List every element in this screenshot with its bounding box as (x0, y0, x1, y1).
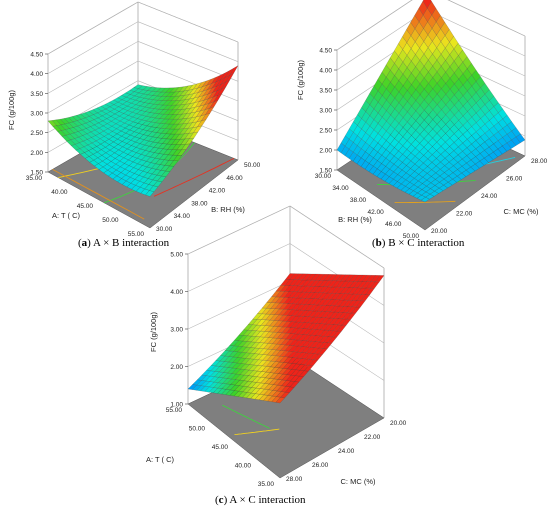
surface-plot-b: 1.50 2.00 2.50 3.00 3.50 4.00 4.50 FC (g/100g) 3… (296, 0, 548, 240)
surface-plot-a: 1.50 2.00 2.50 3.00 3.50 4.00 4.50 FC (g/100g) 3… (7, 1, 261, 238)
axis2-tick-label: 26.00 (506, 176, 523, 183)
axis2-tick-label: 22.00 (456, 211, 473, 218)
z-tick-label: 2.50 (30, 130, 43, 137)
axis2-tick-label: 28.00 (286, 476, 303, 483)
axis1-tick-label: 50.00 (102, 217, 119, 224)
z-tick-label: 3.00 (30, 111, 43, 118)
z-tick-label: 2.00 (319, 148, 332, 155)
z-tick-label: 5.00 (170, 252, 183, 259)
axis2-tick-label: 46.00 (226, 175, 243, 182)
z-tick-label: 1.50 (319, 168, 332, 175)
axis2-tick-label: 20.00 (431, 228, 448, 235)
axis1-label: A: T ( C) (52, 211, 81, 220)
axis2-label: C: MC (%) (504, 207, 539, 216)
z-tick-label: 4.00 (319, 68, 332, 75)
axis1-tick-label: 35.00 (26, 175, 43, 182)
axis1-tick-label: 55.00 (166, 407, 183, 414)
surface-mesh (47, 65, 239, 197)
panel-a: 1.50 2.00 2.50 3.00 3.50 4.00 4.50 FC (g/100g) 3… (0, 0, 275, 238)
axis1-tick-label: 35.00 (258, 481, 275, 488)
axis2-tick-label: 30.00 (156, 226, 173, 233)
axis1-tick-label: 42.00 (368, 209, 385, 216)
axis1-tick-label: 30.00 (315, 173, 332, 180)
z-tick-label: 2.00 (30, 150, 43, 157)
surface-mesh (187, 273, 385, 404)
caption-c: (c) A × C interaction (215, 494, 306, 506)
z-axis-label: FC (g/100g) (149, 311, 158, 352)
caption-b-letter: b (375, 237, 382, 249)
panel-c: 1.00 2.00 3.00 4.00 5.00 FC (g/100g) 55.00 50.0… (130, 205, 420, 492)
axis1-tick-label: 50.00 (403, 233, 420, 240)
caption-c-text: A × C interaction (227, 494, 306, 506)
caption-a: (a) A × B interaction (78, 237, 170, 249)
z-axis-label: FC (g/100g) (7, 89, 16, 130)
axis2-tick-label: 28.00 (531, 158, 548, 165)
axis1-tick-label: 46.00 (385, 221, 402, 228)
axis1-tick-label: 45.00 (77, 203, 94, 210)
axis1-tick-label: 50.00 (189, 426, 206, 433)
axis2-tick-label: 38.00 (191, 200, 208, 207)
z-tick-label: 2.00 (170, 364, 183, 371)
axis1-tick-label: 38.00 (350, 197, 367, 204)
z-tick-label: 4.50 (30, 52, 43, 59)
surface-mesh (336, 0, 526, 203)
z-axis-label: FC (g/100g) (296, 59, 305, 100)
caption-b: (b) B × C interaction (372, 237, 465, 249)
axis2-tick-label: 42.00 (209, 188, 226, 195)
axis2-tick-label: 26.00 (312, 462, 329, 469)
axis2-label: C: MC (%) (341, 477, 376, 486)
z-tick-label: 1.50 (30, 170, 43, 177)
caption-a-letter: a (81, 237, 88, 249)
axis1-tick-label: 55.00 (128, 231, 145, 238)
axis1-label: B: RH (%) (338, 215, 372, 224)
floor-contours (222, 404, 280, 436)
axis1-tick-label: 34.00 (332, 185, 349, 192)
z-tick-label: 1.00 (170, 402, 183, 409)
z-tick-label: 4.00 (170, 289, 183, 296)
z-tick-label: 2.50 (319, 128, 332, 135)
caption-c-letter: c (218, 494, 224, 506)
axis2-tick-label: 22.00 (364, 434, 381, 441)
axis2-tick-label: 24.00 (338, 448, 355, 455)
z-tick-label: 4.00 (30, 71, 43, 78)
axis2-tick-label: 20.00 (390, 420, 407, 427)
axis1-tick-label: 45.00 (212, 444, 229, 451)
z-tick-label: 3.00 (319, 108, 332, 115)
caption-b-text: B × C interaction (385, 237, 465, 249)
axis2-tick-label: 24.00 (481, 193, 498, 200)
z-tick-label: 3.00 (170, 327, 183, 334)
axis2-tick-label: 34.00 (174, 213, 191, 220)
axis1-label: A: T ( C) (146, 455, 175, 464)
axis1-tick-label: 40.00 (51, 189, 68, 196)
axis2-label: B: RH (%) (211, 205, 245, 214)
axis2-tick-label: 50.00 (244, 162, 261, 169)
panel-b: 1.50 2.00 2.50 3.00 3.50 4.00 4.50 FC (g/100g) 3… (275, 0, 550, 240)
z-tick-label: 3.50 (30, 91, 43, 98)
caption-a-text: A × B interaction (90, 237, 170, 249)
axis1-tick-label: 40.00 (235, 463, 252, 470)
z-tick-label: 3.50 (319, 88, 332, 95)
surface-plot-c: 1.00 2.00 3.00 4.00 5.00 FC (g/100g) 55.00 50.0… (146, 205, 407, 488)
z-tick-label: 4.50 (319, 48, 332, 55)
